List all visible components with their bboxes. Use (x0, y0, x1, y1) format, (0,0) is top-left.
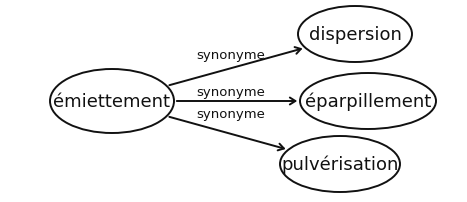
Ellipse shape (280, 136, 400, 192)
Text: synonyme: synonyme (196, 48, 265, 61)
Text: synonyme: synonyme (196, 86, 265, 99)
Ellipse shape (298, 7, 412, 63)
Text: dispersion: dispersion (309, 26, 402, 44)
Text: émiettement: émiettement (54, 93, 170, 110)
Text: pulvérisation: pulvérisation (281, 155, 399, 173)
Text: synonyme: synonyme (196, 108, 265, 121)
Text: éparpillement: éparpillement (305, 92, 431, 111)
Ellipse shape (300, 74, 436, 129)
Ellipse shape (50, 70, 174, 133)
